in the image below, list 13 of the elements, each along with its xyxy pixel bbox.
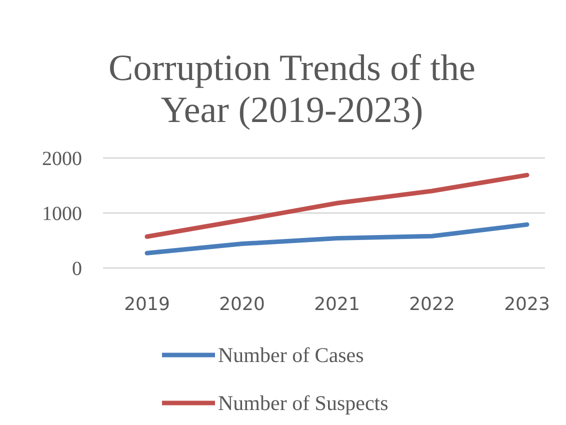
legend-label: Number of Suspects	[218, 391, 388, 415]
x-tick-label: 2022	[409, 294, 455, 315]
y-tick-label: 1000	[42, 203, 82, 225]
y-tick-label: 0	[72, 258, 82, 280]
x-tick-label: 2019	[124, 294, 170, 315]
chart-title: Corruption Trends of the Year (2019-2023)	[108, 48, 476, 131]
x-tick-label: 2023	[504, 294, 550, 315]
y-tick-label: 2000	[42, 148, 82, 170]
legend-label: Number of Cases	[218, 343, 364, 367]
line-series	[144, 222, 530, 256]
x-tick-label: 2020	[219, 294, 265, 315]
line-series	[144, 172, 530, 239]
x-tick-label: 2021	[314, 294, 360, 315]
